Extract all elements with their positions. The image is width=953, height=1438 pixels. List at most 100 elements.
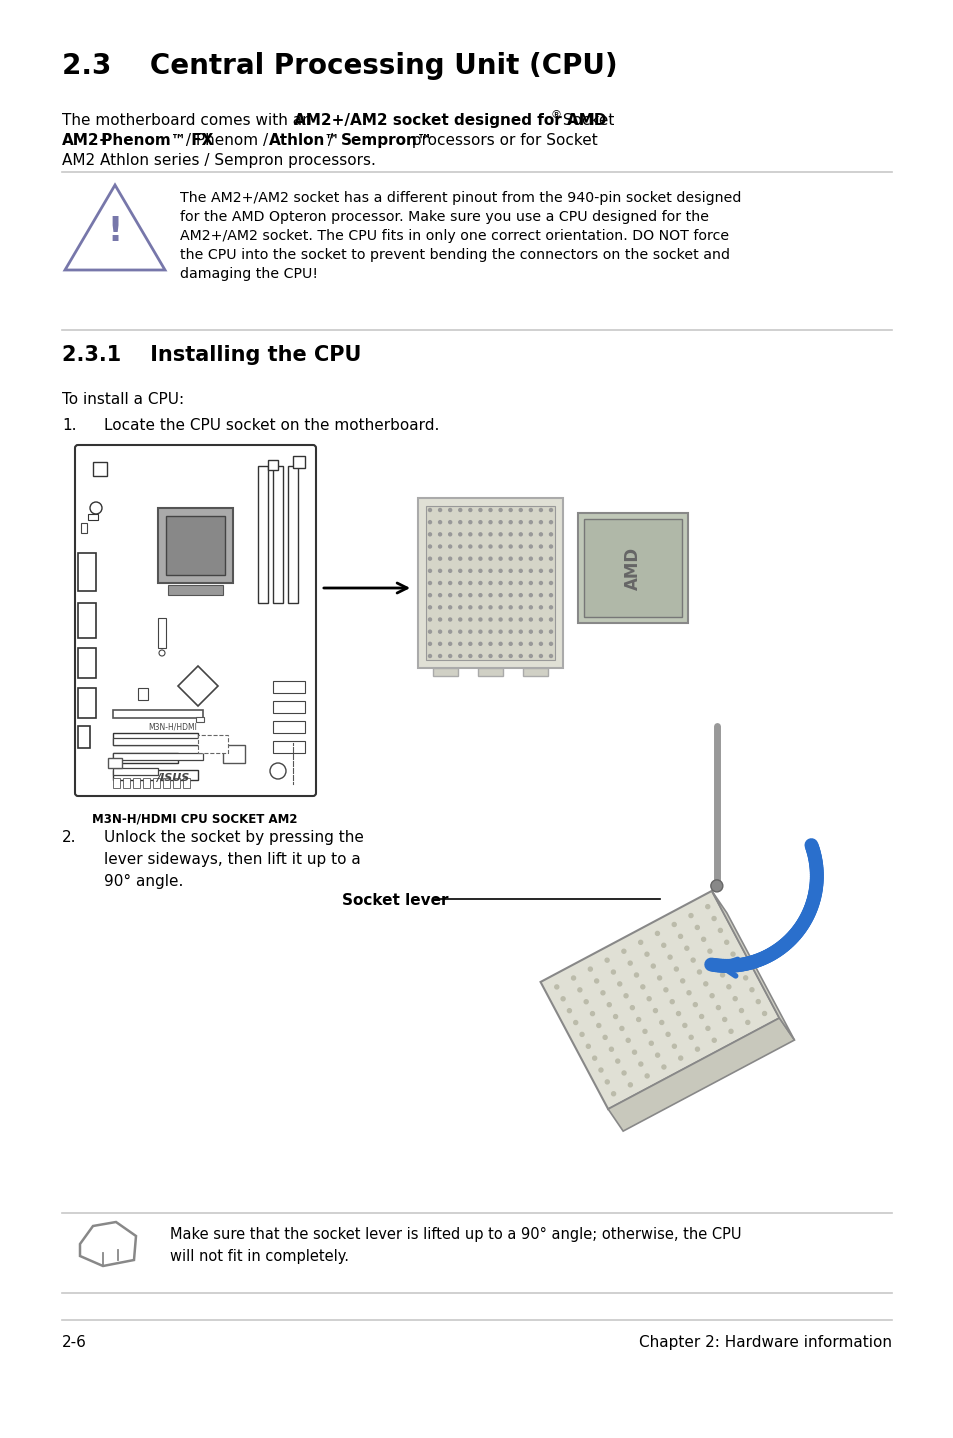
Bar: [426, 506, 555, 660]
Circle shape: [159, 650, 165, 656]
Circle shape: [730, 952, 734, 956]
Circle shape: [529, 594, 532, 597]
Circle shape: [538, 594, 542, 597]
Bar: [293, 456, 305, 467]
Bar: [195, 718, 204, 722]
Circle shape: [549, 533, 552, 536]
Circle shape: [649, 1041, 653, 1045]
Circle shape: [90, 502, 102, 513]
Circle shape: [448, 545, 451, 548]
Circle shape: [448, 618, 451, 621]
Bar: [183, 778, 190, 788]
Bar: [273, 741, 305, 754]
Circle shape: [672, 1044, 676, 1048]
Circle shape: [538, 557, 542, 561]
Bar: [78, 726, 90, 748]
Circle shape: [509, 533, 512, 536]
Circle shape: [529, 557, 532, 561]
Bar: [112, 754, 178, 764]
Circle shape: [529, 569, 532, 572]
Circle shape: [478, 654, 481, 657]
Circle shape: [538, 618, 542, 621]
Circle shape: [458, 618, 461, 621]
Text: 2-6: 2-6: [62, 1334, 87, 1350]
Text: Socket lever: Socket lever: [341, 893, 448, 907]
Circle shape: [428, 594, 431, 597]
Circle shape: [659, 1021, 663, 1024]
Bar: [108, 758, 122, 768]
Bar: [168, 585, 223, 595]
Circle shape: [498, 630, 501, 633]
Circle shape: [478, 643, 481, 646]
Circle shape: [509, 521, 512, 523]
Circle shape: [448, 569, 451, 572]
Circle shape: [498, 605, 501, 608]
Circle shape: [665, 1032, 669, 1037]
Circle shape: [498, 618, 501, 621]
Circle shape: [468, 643, 472, 646]
Circle shape: [498, 643, 501, 646]
Text: the CPU into the socket to prevent bending the connectors on the socket and: the CPU into the socket to prevent bendi…: [180, 247, 729, 262]
Circle shape: [745, 1021, 749, 1024]
Circle shape: [611, 971, 615, 974]
Circle shape: [640, 985, 644, 989]
Text: M3N-H/HDMI: M3N-H/HDMI: [148, 723, 196, 732]
Circle shape: [438, 654, 441, 657]
Circle shape: [742, 976, 747, 979]
Circle shape: [509, 605, 512, 608]
Circle shape: [549, 557, 552, 561]
Text: Chapter 2: Hardware information: Chapter 2: Hardware information: [639, 1334, 891, 1350]
Bar: [112, 768, 158, 775]
Circle shape: [428, 630, 431, 633]
Circle shape: [478, 594, 481, 597]
Text: /ISUS: /ISUS: [156, 774, 190, 784]
Text: 2.: 2.: [62, 830, 76, 846]
Circle shape: [598, 1068, 602, 1071]
Circle shape: [468, 605, 472, 608]
Circle shape: [600, 991, 604, 995]
Bar: [88, 513, 98, 521]
Circle shape: [678, 1055, 682, 1060]
Circle shape: [518, 618, 521, 621]
Circle shape: [639, 1063, 642, 1066]
Circle shape: [693, 1002, 697, 1007]
Circle shape: [428, 521, 431, 523]
Circle shape: [458, 557, 461, 561]
Circle shape: [739, 1008, 742, 1012]
Circle shape: [716, 1005, 720, 1009]
Bar: [152, 778, 160, 788]
Circle shape: [468, 545, 472, 548]
Circle shape: [604, 958, 608, 962]
Circle shape: [761, 1011, 766, 1015]
Circle shape: [468, 533, 472, 536]
Circle shape: [489, 630, 492, 633]
Circle shape: [621, 1071, 625, 1076]
Text: 2.3    Central Processing Unit (CPU): 2.3 Central Processing Unit (CPU): [62, 52, 617, 81]
Circle shape: [478, 533, 481, 536]
Bar: [273, 466, 283, 603]
Circle shape: [607, 1002, 611, 1007]
Circle shape: [549, 569, 552, 572]
Circle shape: [489, 594, 492, 597]
Circle shape: [458, 605, 461, 608]
Circle shape: [661, 943, 665, 948]
Circle shape: [509, 509, 512, 512]
Circle shape: [448, 557, 451, 561]
Circle shape: [710, 880, 722, 892]
Circle shape: [498, 594, 501, 597]
Circle shape: [438, 509, 441, 512]
Circle shape: [749, 988, 753, 992]
Text: AM2+/AM2 socket. The CPU fits in only one correct orientation. DO NOT force: AM2+/AM2 socket. The CPU fits in only on…: [180, 229, 728, 243]
Circle shape: [538, 533, 542, 536]
Bar: [81, 523, 87, 533]
Circle shape: [588, 968, 592, 971]
Circle shape: [638, 940, 642, 945]
Bar: [78, 603, 96, 638]
Circle shape: [538, 643, 542, 646]
Bar: [172, 778, 180, 788]
Circle shape: [618, 982, 621, 986]
Circle shape: [518, 533, 521, 536]
Circle shape: [478, 618, 481, 621]
Circle shape: [529, 521, 532, 523]
Circle shape: [448, 533, 451, 536]
